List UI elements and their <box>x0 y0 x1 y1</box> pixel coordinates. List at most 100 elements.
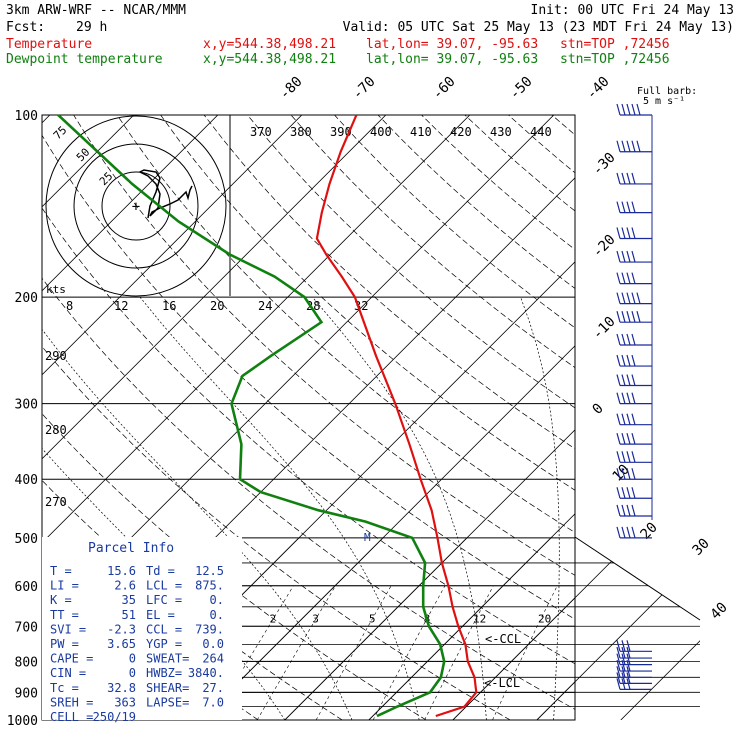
parcel-info-box: Parcel Info T = 15.6 Td = 12.5 LI = 2.6 LCL = 8… <box>42 537 242 724</box>
parcel-info-cell: 3840. <box>188 666 224 680</box>
parcel-info-cell: 739. <box>195 622 224 636</box>
wind-barb <box>616 227 652 240</box>
barb-flag <box>621 640 626 652</box>
parcel-info-cell: Td = <box>146 564 175 578</box>
isotherm <box>42 115 387 460</box>
parcel-info-cell: T = <box>50 564 72 578</box>
theta-label-top: 400 <box>370 125 392 139</box>
isotherm <box>536 681 575 720</box>
parcel-info-cell: 250/19 <box>93 710 136 724</box>
barb-flag <box>631 333 636 346</box>
temperature-line <box>315 114 478 718</box>
barb-flag <box>621 413 626 425</box>
wind-barb <box>616 666 652 678</box>
hodo-ring-outer <box>45 115 227 297</box>
barb-flag <box>621 172 626 185</box>
wind-barb <box>616 272 652 285</box>
barb-flag <box>626 103 631 116</box>
moist-adiabat <box>520 296 560 720</box>
barb-flag <box>631 468 636 480</box>
barb-flag <box>621 374 626 386</box>
dry-adiabat <box>551 115 575 136</box>
hodo-speed-tick: 24 <box>258 299 272 313</box>
model-title: 3km ARW-WRF -- NCAR/MMM <box>6 3 187 18</box>
legend-temperature: Temperature <box>6 37 93 52</box>
barb-flag <box>631 392 636 404</box>
theta-label-top: 410 <box>410 125 432 139</box>
barb-flag <box>626 646 631 659</box>
parcel-info-cell: LI = <box>50 579 79 593</box>
wind-barb <box>616 374 652 387</box>
moist-adiabat <box>312 296 487 720</box>
barb-flag <box>636 103 641 116</box>
barb-flag <box>621 272 626 284</box>
dry-adiabat <box>377 115 575 289</box>
parcel-info-cell: Tc = <box>50 681 79 695</box>
forecast-label: Fcst: <box>6 20 46 35</box>
wind-barb <box>616 433 652 445</box>
pressure-label-300: 300 <box>15 398 38 413</box>
pressure-label-100: 100 <box>15 109 38 124</box>
parcel-info-cell: LAPSE= <box>146 695 189 709</box>
barb-flag <box>621 103 626 116</box>
isotherm-lower <box>452 537 636 720</box>
parcel-info-cell: 32.8 <box>107 681 136 695</box>
wind-barb <box>616 504 652 517</box>
mixing-ratio-line <box>256 585 336 721</box>
parcel-info-cell: 0 <box>129 666 136 680</box>
pressure-label-400: 400 <box>15 473 38 488</box>
dry-adiabat <box>290 115 575 368</box>
dry-adiabat <box>421 115 575 250</box>
parcel-info-cell: 15.6 <box>107 564 136 578</box>
hodo-speed-tick: 20 <box>210 299 224 313</box>
barb-flag <box>626 653 631 665</box>
isotherm-label: 0 <box>590 401 607 418</box>
mixing-ratio-line <box>372 585 446 721</box>
isotherm-label: -20 <box>590 232 619 261</box>
isotherm <box>705 115 740 720</box>
barb-flag <box>626 250 631 263</box>
barb-flag <box>626 392 631 404</box>
hodo-ring-middle <box>73 143 199 269</box>
barb-flag <box>621 201 626 213</box>
barb-flag <box>626 672 631 684</box>
barb-flag <box>621 227 626 239</box>
barb-flag <box>621 504 626 517</box>
barb-flag <box>621 292 626 304</box>
isotherm-label: 30 <box>690 536 713 559</box>
mixing-ratio-lines: 2 3 5 8 12 20 <box>212 585 558 721</box>
forecast-hours: 29 h <box>76 20 108 35</box>
barb-flag <box>621 659 626 672</box>
init-time: Init: 00 UTC Fri 24 May 13 <box>530 3 735 18</box>
parcel-info-cell: 0.0 <box>202 637 224 651</box>
isotherm-label: -10 <box>590 314 619 343</box>
mixing-ratio-line <box>424 585 494 721</box>
pressure-label-600: 600 <box>15 580 38 595</box>
barb-flag <box>616 374 621 386</box>
wind-barb <box>616 468 652 480</box>
wind-barb <box>616 392 652 405</box>
hodo-ring-label-25: 25 <box>97 170 116 189</box>
hodograph-trace <box>138 169 193 219</box>
lower-frame <box>574 536 701 621</box>
theta-label-top: 370 <box>250 125 272 139</box>
barb-flag <box>616 678 621 690</box>
isotherm-label: 20 <box>638 520 661 543</box>
temp-latlon: lat,lon= 39.07, -95.63 <box>366 37 539 52</box>
parcel-info-cell: 0. <box>210 593 224 607</box>
isotherm <box>200 345 575 720</box>
valid-time: Valid: 05 UTC Sat 25 May 13 (23 MDT Fri … <box>342 20 734 35</box>
dewpoint-line <box>57 114 446 718</box>
parcel-info-cell: -2.3 <box>107 622 136 636</box>
parcel-info-cell: CCL = <box>146 622 182 636</box>
barb-flag <box>626 227 631 239</box>
barb-flag <box>621 354 626 367</box>
barb-flag <box>621 678 626 690</box>
isotherm <box>284 429 575 720</box>
mixing-ratio-label: 3 <box>312 613 319 626</box>
pressure-label-200: 200 <box>15 291 38 306</box>
wind-barb <box>616 292 652 305</box>
barb-flag <box>631 201 636 213</box>
parcel-info-title: Parcel Info <box>88 541 174 556</box>
parcel-info-cell: 363 <box>114 695 136 709</box>
